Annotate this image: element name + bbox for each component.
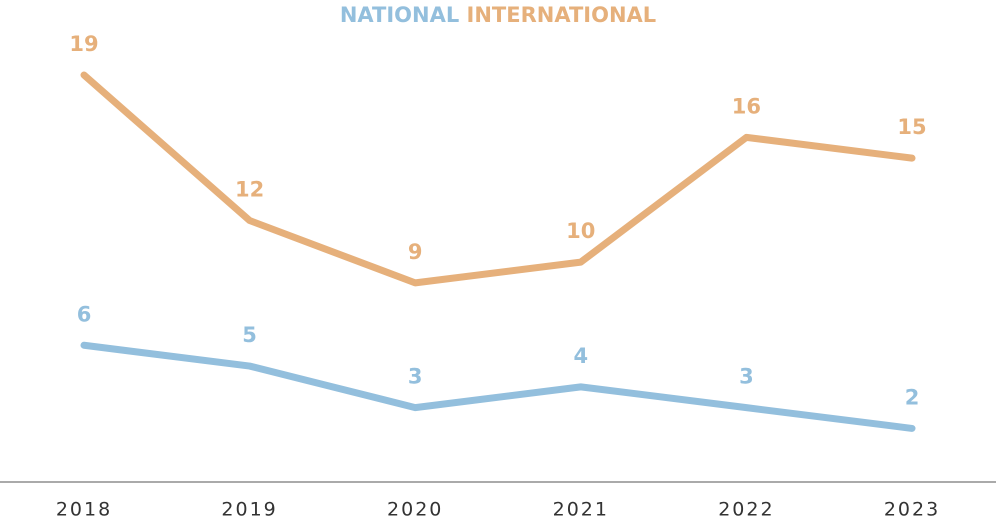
x-tick-label: 2022	[718, 499, 774, 521]
data-label: 10	[566, 219, 595, 243]
data-label: 4	[573, 344, 588, 368]
data-label: 2	[905, 385, 920, 409]
legend-entry: NATIONAL	[340, 3, 459, 27]
line	[80, 71, 916, 287]
line	[80, 341, 916, 432]
x-tick-label: 2018	[56, 499, 112, 521]
data-label: 3	[739, 365, 754, 389]
data-label: 3	[408, 365, 423, 389]
legend-entry: INTERNATIONAL	[467, 3, 657, 27]
x-tick-label: 2020	[387, 499, 443, 521]
x-tick-label: 2019	[221, 499, 277, 521]
data-label: 9	[408, 240, 423, 264]
x-tick-label: 2021	[553, 499, 609, 521]
data-label: 19	[69, 32, 98, 56]
data-label: 12	[235, 178, 264, 202]
data-label: 5	[242, 323, 257, 347]
data-label: 6	[77, 302, 92, 326]
data-label: 15	[897, 115, 926, 139]
legend: NATIONAL INTERNATIONAL	[340, 3, 656, 27]
x-tick-label: 2023	[884, 499, 940, 521]
data-label: 16	[732, 94, 761, 118]
